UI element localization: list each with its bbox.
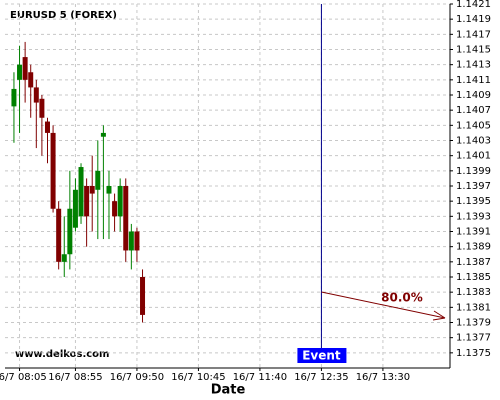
candle-body — [100, 132, 106, 137]
candle-body — [84, 186, 90, 217]
y-tick-label: 1.1407 — [456, 105, 491, 116]
y-tick-label: 1.1415 — [456, 45, 491, 56]
y-tick-label: 1.1405 — [456, 120, 491, 131]
x-tick-label: 16/7 12:35 — [294, 372, 348, 383]
chart-title: EURUSD 5 (FOREX) — [10, 10, 117, 21]
x-tick-label: 16/7 09:50 — [110, 372, 164, 383]
event-label: Event — [302, 349, 341, 363]
candle-body — [78, 167, 84, 217]
x-tick-label: 16/7 10:45 — [171, 372, 225, 383]
y-tick-label: 1.1395 — [456, 196, 491, 207]
x-tick-label: 16/7 11:40 — [233, 372, 287, 383]
candle-body — [17, 64, 23, 80]
y-tick-label: 1.1403 — [456, 136, 491, 147]
candle-body — [56, 208, 62, 262]
y-tick-label: 1.1417 — [456, 29, 491, 40]
candle-body — [50, 132, 56, 209]
y-tick-label: 1.1375 — [456, 348, 491, 359]
candle-body — [61, 254, 67, 262]
candle-body — [89, 186, 95, 194]
annotation-label: 80.0% — [381, 291, 423, 305]
y-tick-label: 1.1399 — [456, 166, 491, 177]
y-tick-label: 1.1397 — [456, 181, 491, 192]
y-tick-label: 1.1401 — [456, 151, 491, 162]
y-tick-label: 1.1391 — [456, 227, 491, 238]
y-tick-label: 1.1377 — [456, 333, 491, 344]
x-tick-label: 16/7 08:05 — [0, 372, 47, 383]
candle-body — [72, 189, 78, 228]
y-tick-label: 1.1389 — [456, 242, 491, 253]
arrow-head — [432, 310, 446, 321]
candle-body — [106, 186, 112, 194]
y-tick-label: 1.1421 — [456, 0, 491, 10]
candle-body — [11, 88, 17, 107]
candle-body — [39, 98, 45, 118]
candle-body — [123, 186, 129, 251]
candle-body — [67, 208, 73, 255]
candle-body — [134, 231, 140, 251]
candle-body — [112, 201, 118, 217]
watermark: www.delkos.com — [15, 349, 109, 360]
candle-body — [117, 186, 123, 217]
candle-body — [140, 277, 146, 315]
candle-body — [28, 72, 34, 88]
x-tick-label: 16/7 13:30 — [356, 372, 410, 383]
candle-body — [33, 87, 39, 103]
y-tick-label: 1.1381 — [456, 302, 491, 313]
x-tick-label: 16/7 08:55 — [48, 372, 102, 383]
y-tick-label: 1.1413 — [456, 60, 491, 71]
y-tick-label: 1.1383 — [456, 287, 491, 298]
candle-body — [22, 57, 28, 80]
x-axis-label: Date — [211, 383, 246, 398]
annotation-arrow — [321, 291, 446, 319]
y-tick-label: 1.1379 — [456, 318, 491, 329]
y-tick-label: 1.1387 — [456, 257, 491, 268]
candle-body — [128, 231, 134, 251]
y-tick-label: 1.1411 — [456, 75, 491, 86]
y-tick-label: 1.1385 — [456, 272, 491, 283]
y-tick-label: 1.1419 — [456, 14, 491, 25]
event-box — [297, 348, 347, 363]
y-tick-label: 1.1393 — [456, 211, 491, 222]
y-tick-label: 1.1409 — [456, 90, 491, 101]
candle-body — [44, 121, 50, 133]
candle-body — [95, 170, 101, 190]
